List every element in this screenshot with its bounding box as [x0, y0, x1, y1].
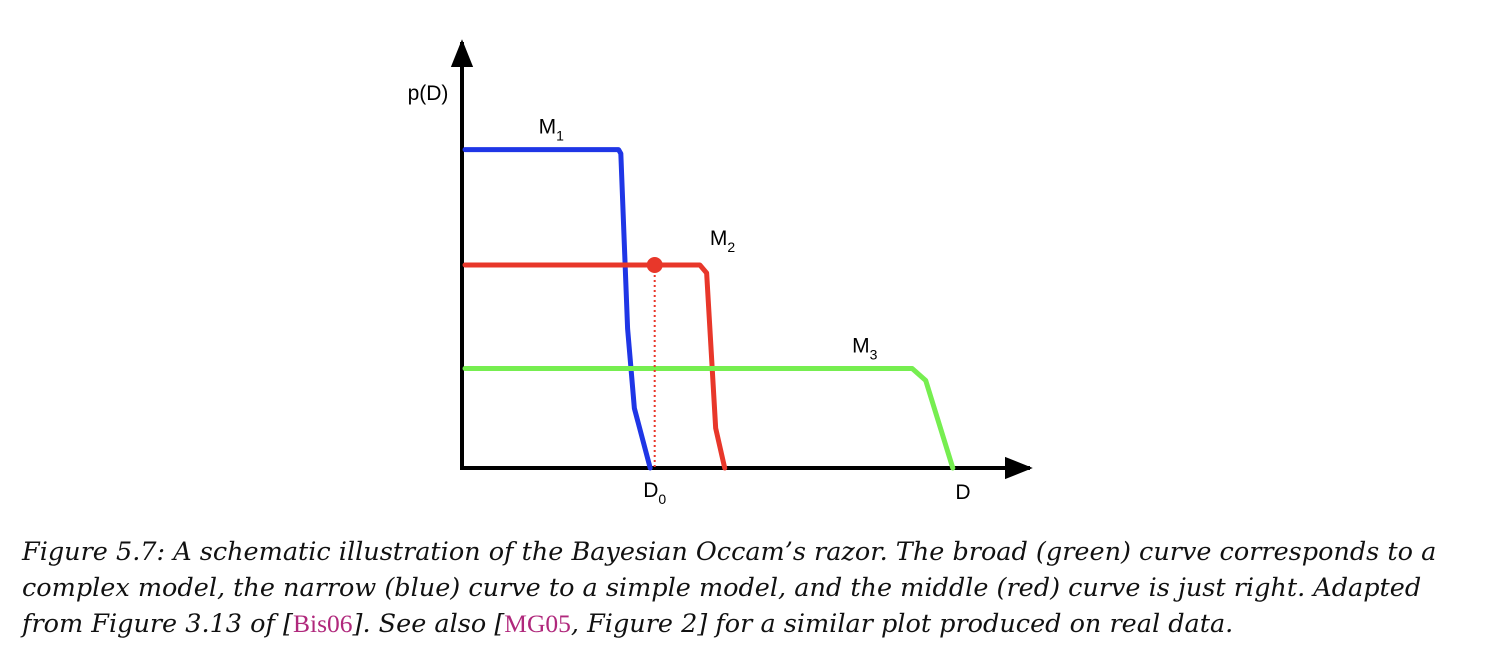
series-label-m3: M3: [852, 335, 878, 363]
series-line-m1: [462, 147, 653, 471]
citation-bis06[interactable]: Bis06: [292, 609, 353, 638]
series-label-subscript: 3: [870, 347, 878, 363]
d0-main: D: [643, 479, 658, 502]
series-label-subscript: 1: [556, 128, 564, 144]
caption-suffix: , Figure 2] for a similar plot produced …: [570, 609, 1234, 639]
series-label-m1: M1: [539, 116, 565, 144]
y-axis-label: p(D): [408, 82, 449, 105]
d0-subscript: 0: [658, 491, 666, 507]
caption-prefix: Figure 5.7: A schematic illustration of …: [22, 537, 1437, 639]
evidence-point-marker: [646, 257, 663, 274]
series-label-subscript: 2: [727, 239, 735, 255]
series-label-main: M: [710, 227, 728, 250]
series-label-main: M: [539, 116, 557, 139]
d0-tick-label: D0: [643, 479, 666, 507]
figure-caption: Figure 5.7: A schematic illustration of …: [22, 534, 1472, 642]
x-axis-label: D: [955, 481, 970, 504]
series-label-main: M: [852, 335, 870, 358]
citation-mg05[interactable]: MG05: [504, 609, 571, 638]
caption-middle: ]. See also [: [352, 609, 505, 639]
series-label-m2: M2: [710, 227, 736, 255]
series-line-m2: [462, 262, 728, 471]
series-line-m3: [462, 366, 956, 471]
